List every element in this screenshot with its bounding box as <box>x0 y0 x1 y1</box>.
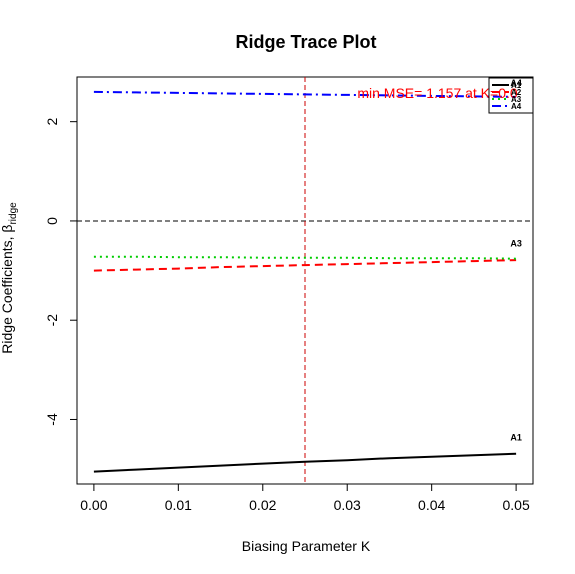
y-tick-label: -2 <box>44 314 60 327</box>
y-axis-label-main: Ridge Coefficients, <box>0 233 15 354</box>
y-tick-label: -4 <box>44 413 60 426</box>
legend-label-a3: A3 <box>511 95 522 104</box>
chart-title: Ridge Trace Plot <box>235 32 376 52</box>
series-tag-a1: A1 <box>510 432 522 442</box>
series-tag-a4: A4 <box>510 78 522 88</box>
y-axis-label: Ridge Coefficients, βridge <box>0 202 19 354</box>
plot-area: 0.00 0.01 0.02 0.03 0.04 0.05-4-202A4A3A1min … <box>44 76 534 513</box>
y-tick-label: 2 <box>44 118 60 126</box>
min-mse-annotation: min MSE= 1.157 at K=0.0 <box>357 85 518 101</box>
series-line-a4 <box>93 90 517 98</box>
x-axis-label: Biasing Parameter K <box>242 538 371 554</box>
series-line-a1 <box>93 452 517 473</box>
x-tick-label: 0.00 <box>80 497 107 513</box>
legend-label-a2: A2 <box>511 88 522 97</box>
x-tick-label: 0.04 <box>418 497 445 513</box>
legend-label-a4: A4 <box>511 102 522 111</box>
legend-label-a1: A1 <box>511 81 522 90</box>
series-tag-a3: A3 <box>510 239 522 249</box>
series-line-a2 <box>93 259 517 272</box>
y-axis-label-beta: β <box>0 225 15 233</box>
legend-box <box>488 77 533 114</box>
series-line-a3 <box>93 255 517 260</box>
x-tick-label: 0.02 <box>249 497 276 513</box>
x-tick-label: 0.03 <box>334 497 361 513</box>
x-tick-label: 0.05 <box>502 497 529 513</box>
x-tick-label: 0.01 <box>165 497 192 513</box>
y-axis-label-sub: ridge <box>8 202 19 225</box>
y-tick-label: 0 <box>44 217 60 225</box>
